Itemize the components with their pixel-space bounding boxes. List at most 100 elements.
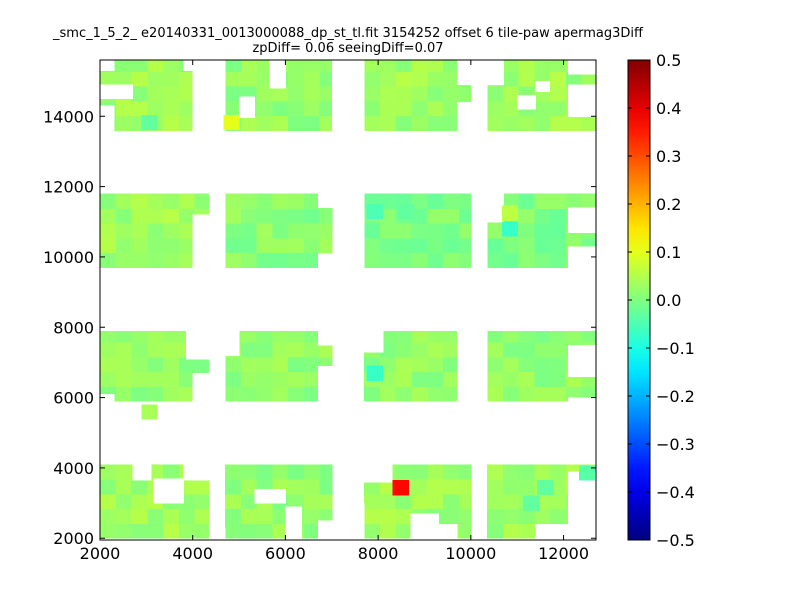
heatmap-cell (458, 193, 472, 209)
heatmap-cell (550, 493, 567, 510)
heatmap-cell (131, 193, 148, 209)
heatmap-cell (364, 508, 381, 524)
heatmap-cell (225, 71, 242, 87)
heatmap-cell (163, 371, 180, 387)
x-tick-label: 2000 (80, 544, 121, 563)
heatmap-cell (379, 493, 397, 510)
heatmap-cell (443, 252, 460, 268)
y-tick-label: 14000 (43, 107, 94, 126)
heatmap-cell (502, 386, 520, 402)
x-tick-label: 4000 (172, 544, 213, 563)
x-tick-label: 10000 (445, 544, 496, 563)
heatmap-cell (131, 237, 148, 254)
heatmap-cell (303, 60, 321, 72)
heatmap-cell (240, 60, 258, 72)
heatmap-cell (502, 523, 520, 539)
heatmap-cell (288, 60, 305, 72)
heatmap-cell (163, 252, 180, 268)
heatmap-cell (550, 464, 567, 480)
heatmap-cell (443, 371, 460, 387)
heatmap-cell (319, 71, 333, 87)
heatmap-cell (534, 356, 551, 373)
heatmap-cell (379, 115, 397, 131)
heatmap-cell (303, 386, 321, 402)
heatmap-cell (256, 523, 273, 539)
heatmap-cell (319, 508, 333, 524)
heatmap-cell (100, 356, 117, 373)
heatmap-cell (395, 464, 413, 480)
heatmap-cell (427, 86, 444, 102)
heatmap-cell (288, 115, 305, 131)
heatmap-cell (163, 386, 180, 402)
heatmap-cell (272, 237, 289, 254)
colorbar-tick-label: 0.2 (656, 195, 681, 214)
heatmap-cell (411, 100, 428, 117)
highlight-cell (537, 479, 554, 496)
heatmap-cell (427, 60, 444, 72)
empty-region (132, 464, 152, 481)
colorbar-ticks: 0.5 0.4 0.3 0.2 0.1 0.0 −0.1 −0.2 −0.3 −0.4 −0.5 (628, 51, 695, 550)
heatmap-cell (240, 493, 258, 510)
heatmap-cell (115, 71, 133, 87)
heatmap-cell (131, 523, 148, 539)
heatmap-cell (256, 86, 273, 102)
heatmap-cell (163, 100, 180, 117)
heatmap-cell (364, 523, 381, 539)
heatmap-cell (225, 252, 242, 268)
heatmap-cell (115, 100, 133, 117)
heatmap-cell (147, 193, 164, 209)
heatmap-cell (256, 223, 273, 239)
heatmap-cell (518, 508, 535, 524)
heatmap-cell (487, 371, 504, 387)
heatmap-cell (395, 223, 413, 239)
heatmap-cell (115, 523, 133, 539)
empty-region (568, 207, 597, 233)
heatmap-cell (518, 342, 535, 358)
x-axis: 2000 4000 6000 8000 10000 12000 (80, 60, 589, 563)
heatmap-cell (379, 330, 397, 343)
empty-region (254, 489, 271, 504)
colorbar-tick-label: −0.3 (656, 435, 695, 454)
heatmap-cell (115, 330, 133, 343)
empty-region (568, 84, 597, 117)
heatmap-cell (487, 330, 504, 343)
heatmap-cell (178, 100, 196, 117)
heatmap-cell (115, 493, 133, 510)
heatmap-cell (178, 208, 196, 224)
heatmap-cell (550, 356, 567, 373)
heatmap-cell (240, 71, 258, 87)
heatmap-cell (550, 386, 567, 402)
heatmap-cell (288, 223, 305, 239)
heatmap-cell (379, 508, 397, 524)
heatmap-cell (147, 71, 164, 87)
heatmap-cell (458, 86, 472, 102)
heatmap-cell (458, 464, 472, 480)
heatmap-cell (534, 252, 551, 268)
heatmap-cell (364, 71, 381, 87)
heatmap-cell (288, 330, 305, 343)
heatmap-cell (379, 193, 397, 209)
y-tick-label: 12000 (43, 178, 94, 197)
colorbar-tick-label: 0.1 (656, 243, 681, 262)
empty-region (331, 60, 365, 131)
heatmap-cell (272, 208, 289, 224)
heatmap-cell (256, 371, 273, 387)
heatmap-cell (303, 115, 321, 131)
heatmap-cell (427, 193, 444, 209)
heatmap-cell (131, 252, 148, 268)
heatmap-cell (319, 86, 333, 102)
empty-region (535, 81, 551, 93)
heatmap-cell (288, 493, 305, 510)
heatmap-cell (100, 223, 117, 239)
heatmap-cell (443, 208, 460, 224)
heatmap-cell (395, 386, 413, 402)
heatmap-cell (256, 252, 273, 268)
heatmap-cell (411, 252, 428, 268)
heatmap-cell (534, 223, 551, 239)
empty-region (269, 60, 286, 89)
y-tick-label: 10000 (43, 248, 94, 267)
heatmap-cell (518, 252, 535, 268)
heatmap-cell (225, 60, 242, 72)
heatmap-cell (240, 252, 258, 268)
heatmap-cell (147, 86, 164, 102)
